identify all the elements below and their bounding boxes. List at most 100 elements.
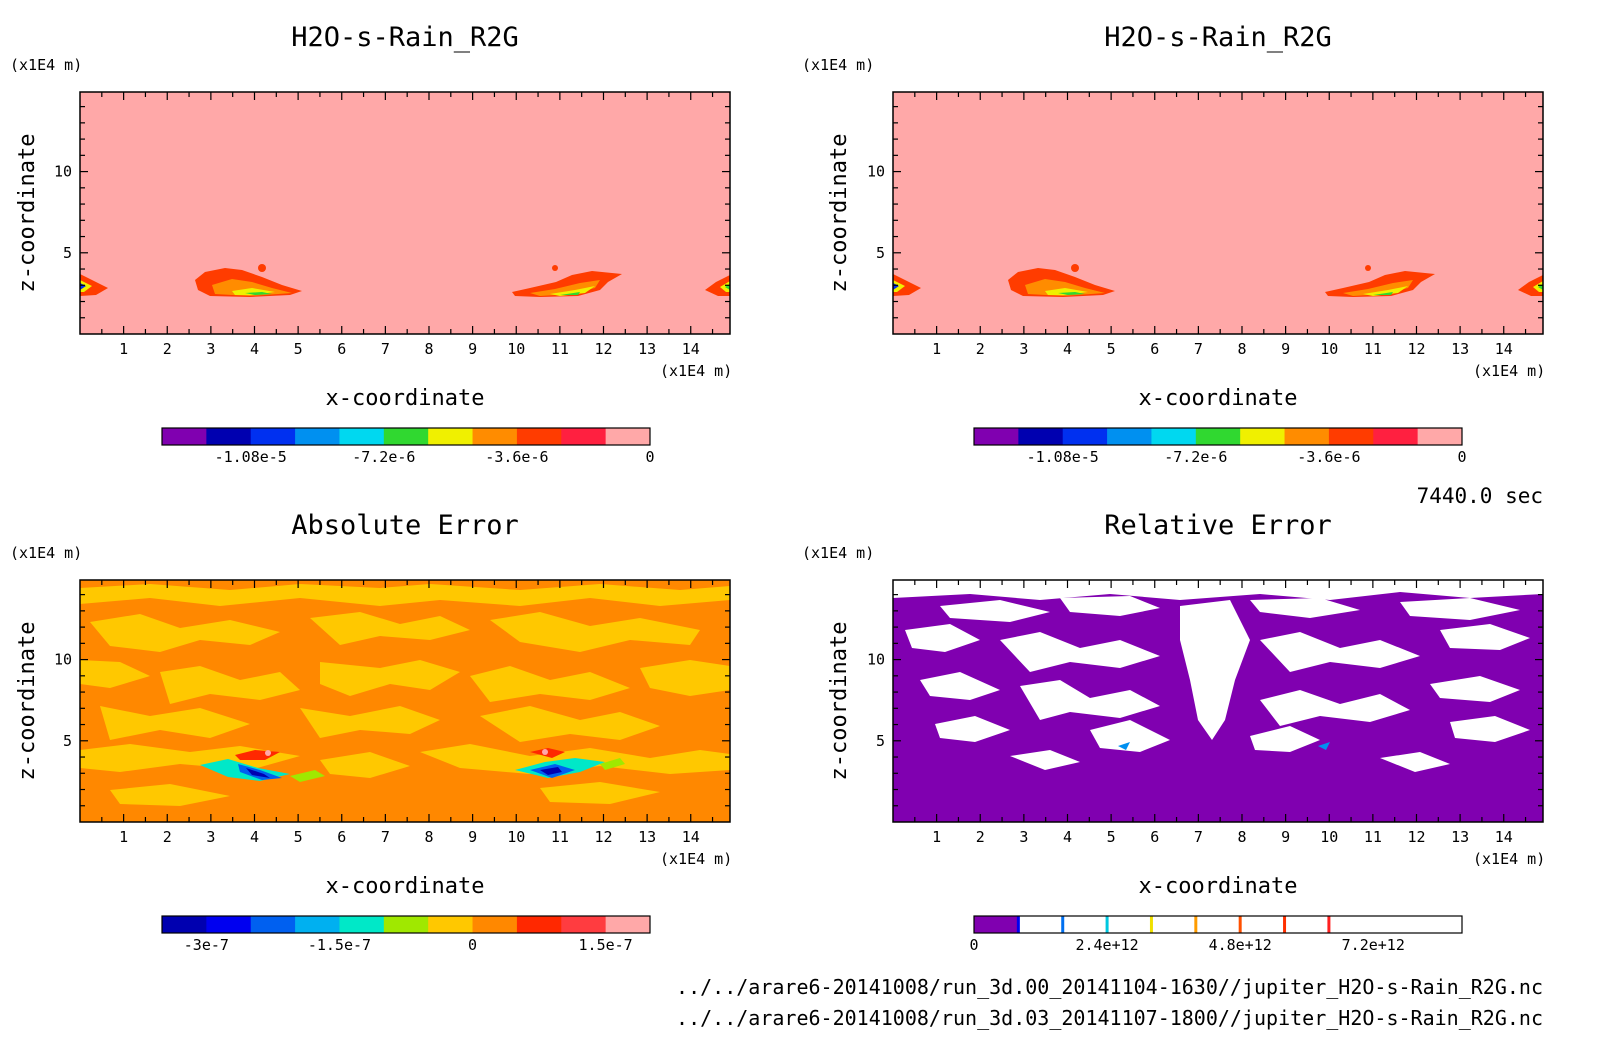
y-tick-label: 10 (54, 163, 72, 181)
heatmap-field (80, 92, 730, 334)
heatmap-field (80, 580, 730, 822)
y-unit-label: (x1E4 m) (10, 544, 82, 562)
rain-cell (512, 265, 622, 297)
colorbar-swatch (1062, 916, 1108, 933)
colorbar-swatch (428, 916, 474, 933)
x-tick-label: 11 (1364, 828, 1382, 846)
colorbar-swatch (162, 916, 207, 933)
colorbar-swatch (1328, 916, 1374, 933)
x-tick-label: 10 (507, 340, 525, 358)
colorbar-swatch (250, 428, 296, 445)
colorbar-tick-label: 1.5e-7 (579, 936, 633, 954)
colorbar-tick-label: -7.2e-6 (352, 448, 415, 466)
colorbar-swatch (1018, 916, 1064, 933)
colorbar-swatch (1107, 916, 1152, 933)
x-tick-label: 6 (1150, 828, 1159, 846)
panel-title: H2O-s-Rain_R2G (291, 22, 519, 53)
colorbar-frame (161, 427, 651, 446)
x-tick-label: 14 (682, 340, 700, 358)
colorbar-tick-label: 0 (468, 936, 477, 954)
x-axis-label: x-coordinate (326, 386, 485, 411)
panel-top-right: H2O-s-Rain_R2G (x1E4 m) (802, 22, 1545, 508)
x-tick-label: 7 (1194, 340, 1203, 358)
file-path-2: ../../arare6-20141008/run_3d.03_20141107… (676, 1006, 1543, 1030)
x-tick-label: 6 (337, 340, 346, 358)
colorbar: -1.08e-5 -7.2e-6 -3.6e-6 0 (973, 427, 1467, 466)
colorbar-swatch (974, 428, 1019, 445)
x-tick-label: 5 (1107, 828, 1116, 846)
y-tick-label: 5 (876, 732, 885, 750)
edge-cell-left (893, 274, 921, 296)
x-tick-label: 4 (1063, 340, 1072, 358)
x-tick-label: 4 (250, 340, 259, 358)
colorbar-swatch (383, 428, 429, 445)
x-tick-label: 9 (468, 828, 477, 846)
panel-title: Relative Error (1104, 510, 1332, 541)
y-unit-label: (x1E4 m) (802, 544, 874, 562)
colorbar-tick-label: 0 (1457, 448, 1466, 466)
x-tick-label: 5 (294, 828, 303, 846)
error-feature (1118, 742, 1130, 750)
colorbar-swatch (974, 916, 1019, 933)
x-tick-label: 2 (976, 828, 985, 846)
error-feature (1318, 742, 1330, 750)
colorbar-tick-label: -3e-7 (184, 936, 229, 954)
colorbar-swatch (339, 916, 385, 933)
plot-frame (79, 579, 731, 823)
x-tick-label: 5 (294, 340, 303, 358)
x-tick-label: 5 (1107, 340, 1116, 358)
x-tick-label: 12 (594, 340, 612, 358)
x-tick-label: 13 (1451, 828, 1469, 846)
y-tick-label: 10 (54, 651, 72, 669)
x-tick-label: 14 (1495, 340, 1513, 358)
colorbar-swatch (1417, 428, 1463, 445)
colorbar-tick-label: -1.5e-7 (308, 936, 371, 954)
colorbar-swatch (1151, 916, 1197, 933)
x-tick-label: 3 (206, 340, 215, 358)
colorbar-tick-label: 0 (645, 448, 654, 466)
colorbar-swatch (561, 916, 607, 933)
colorbar-swatch (1373, 428, 1419, 445)
x-tick-label: 1 (119, 340, 128, 358)
y-axis-label: z-coordinate (827, 134, 852, 293)
file-path-1: ../../arare6-20141008/run_3d.00_20141104… (676, 975, 1543, 999)
x-tick-label: 8 (1237, 828, 1246, 846)
x-tick-label: 6 (1150, 340, 1159, 358)
colorbar-tick-label: 0 (969, 936, 978, 954)
x-tick-label: 14 (1495, 828, 1513, 846)
y-tick-label: 5 (63, 244, 72, 262)
colorbar-swatch (1240, 428, 1286, 445)
plot-frame (892, 579, 1544, 823)
rain-cell (1008, 264, 1115, 297)
edge-cell-right (705, 275, 730, 296)
colorbar-swatch (206, 916, 252, 933)
x-tick-label: 9 (1281, 340, 1290, 358)
heatmap-field (893, 92, 1543, 334)
x-tick-label: 8 (1237, 340, 1246, 358)
colorbar-swatch (1107, 428, 1152, 445)
colorbar-swatch (383, 916, 429, 933)
colorbar-swatch (1328, 428, 1374, 445)
colorbar-tick-label: 4.8e+12 (1209, 936, 1272, 954)
x-tick-label: 10 (1320, 340, 1338, 358)
colorbar-swatch (1195, 916, 1241, 933)
panel-title: H2O-s-Rain_R2G (1104, 22, 1332, 53)
colorbar-swatch (1417, 916, 1463, 933)
x-tick-label: 12 (594, 828, 612, 846)
colorbar-swatch (206, 428, 252, 445)
x-tick-label: 11 (551, 828, 569, 846)
y-tick-label: 10 (867, 651, 885, 669)
colorbar-swatch (250, 916, 296, 933)
colorbar-swatch (516, 428, 562, 445)
colorbar-tick-label: 7.2e+12 (1342, 936, 1405, 954)
x-unit-label: (x1E4 m) (1473, 362, 1545, 380)
x-tick-label: 10 (507, 828, 525, 846)
panel-bottom-left: Absolute Error (x1E4 m) (10, 510, 732, 954)
x-tick-label: 13 (638, 828, 656, 846)
x-tick-label: 12 (1407, 828, 1425, 846)
x-tick-label: 2 (163, 828, 172, 846)
field-background (893, 92, 1543, 334)
